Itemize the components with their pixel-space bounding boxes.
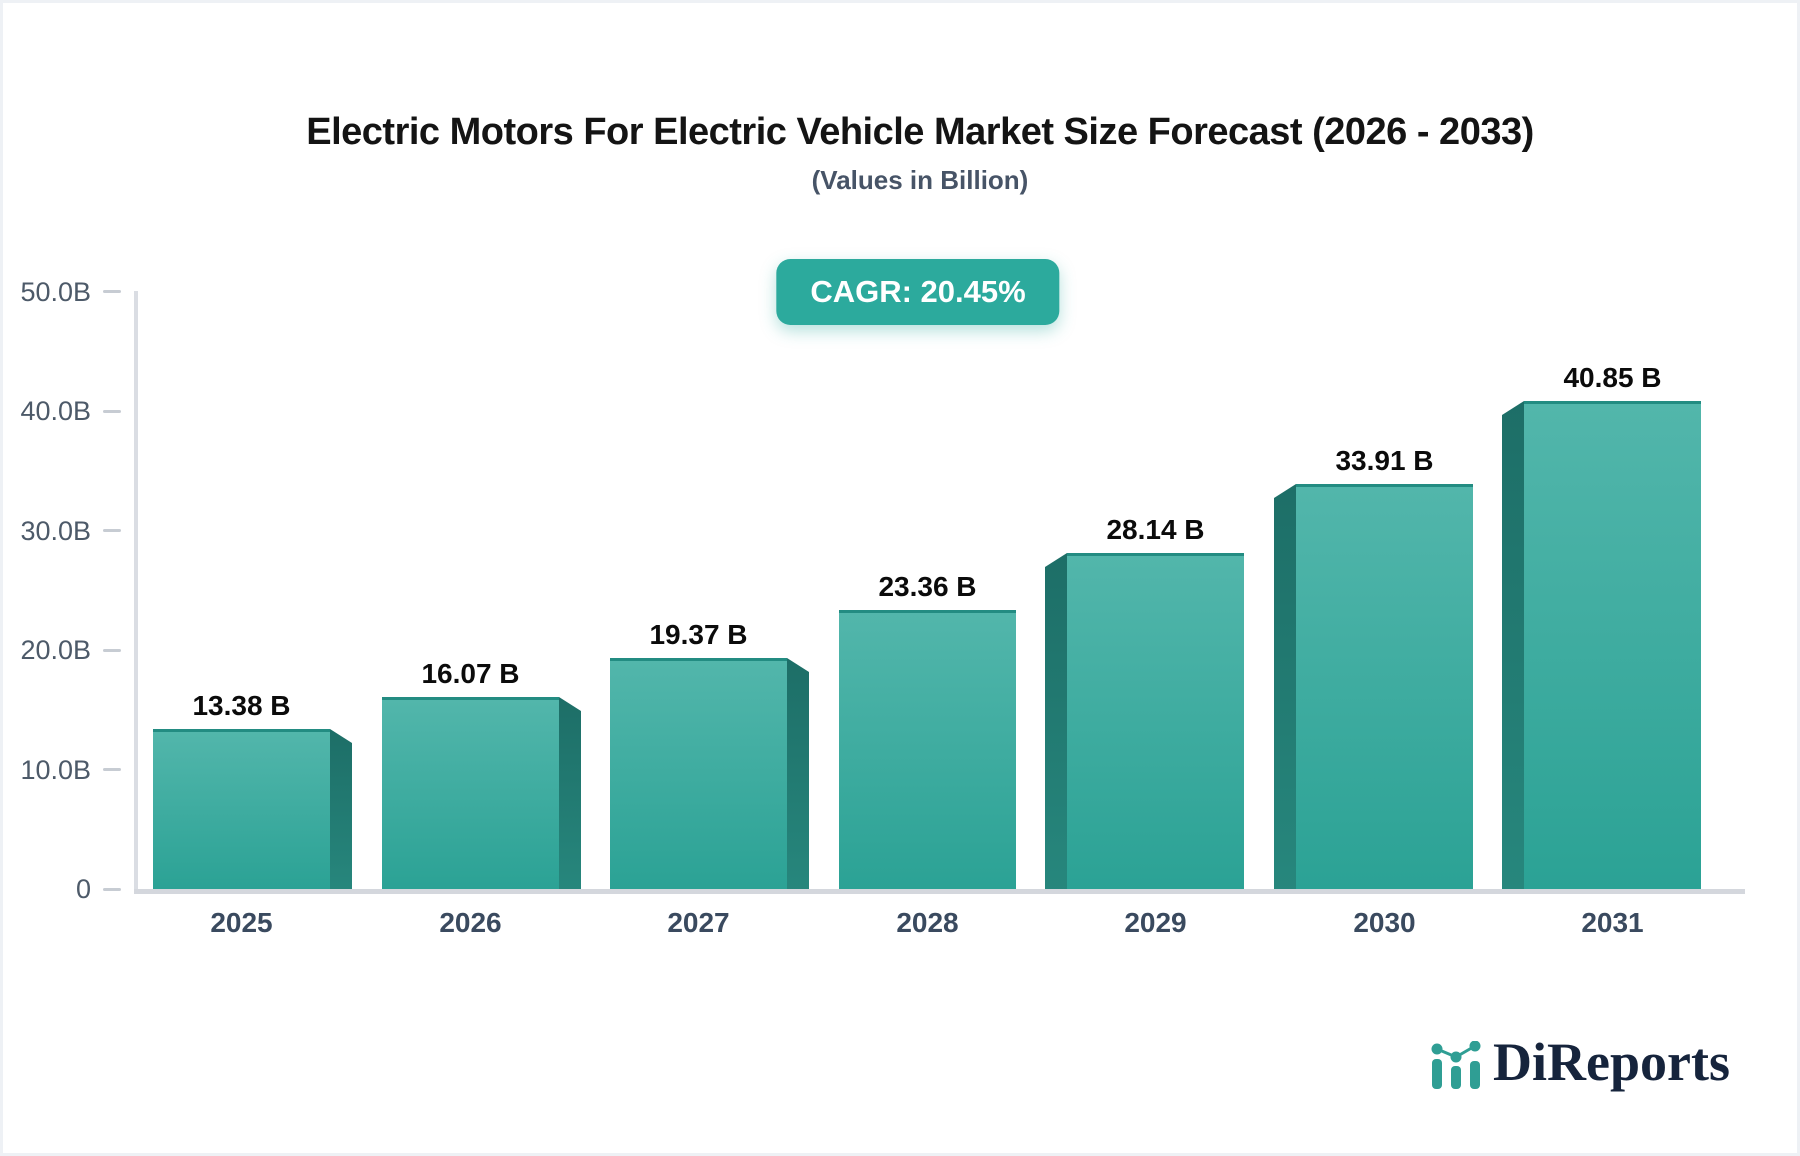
chart-card: Electric Motors For Electric Vehicle Mar… <box>3 3 1797 1153</box>
x-tick-label-2029: 2029 <box>1124 907 1187 938</box>
chart-title: Electric Motors For Electric Vehicle Mar… <box>306 111 1534 153</box>
bar-2028[interactable] <box>839 610 1016 889</box>
bar-2026[interactable] <box>382 697 559 889</box>
bar-2025-side-face <box>330 729 352 893</box>
x-tick-label-2028: 2028 <box>896 907 959 938</box>
bar-value-label-2030: 33.91 B <box>1335 445 1434 476</box>
cagr-badge-label: CAGR: 20.45% <box>810 274 1026 309</box>
x-axis-line <box>134 889 1745 894</box>
bar-2029[interactable] <box>1067 553 1244 889</box>
bar-2030[interactable] <box>1296 484 1473 889</box>
y-tick-label: 0 <box>75 874 91 904</box>
y-tick-dash <box>103 529 121 532</box>
bar-value-label-2025: 13.38 B <box>192 690 291 721</box>
bar-2031[interactable] <box>1524 401 1701 889</box>
bar-2027-side-face <box>787 658 809 893</box>
y-tick-dash <box>103 887 121 891</box>
cagr-badge: CAGR: 20.45% <box>776 259 1060 325</box>
bar-value-label-2027: 19.37 B <box>649 619 748 650</box>
plot-area: 0 10.0B 20.0B 30.0B 40.0B 50.0B 13.38 B 2025 16.… <box>3 3 1797 1153</box>
bar-2027[interactable] <box>610 658 787 889</box>
chart-subtitle: (Values in Billion) <box>811 165 1029 195</box>
x-tick-label-2025: 2025 <box>210 907 273 938</box>
y-tick-dash <box>103 648 121 652</box>
y-tick-dash <box>103 409 121 413</box>
bar-2030-side-face <box>1274 484 1296 893</box>
y-axis-line <box>134 291 138 889</box>
x-tick-label-2026: 2026 <box>439 907 502 938</box>
y-tick-label: 40.0B <box>20 396 91 426</box>
y-tick-label: 30.0B <box>20 515 91 546</box>
bar-2029-side-face <box>1045 553 1067 893</box>
bar-value-label-2031: 40.85 B <box>1563 362 1662 393</box>
y-tick-label: 50.0B <box>20 276 91 307</box>
direports-logo: DiReports <box>1431 1035 1730 1089</box>
direports-logo-icon <box>1431 1041 1481 1089</box>
x-tick-label-2031: 2031 <box>1581 907 1644 938</box>
x-tick-label-2030: 2030 <box>1353 907 1416 938</box>
x-tick-label-2027: 2027 <box>667 907 730 938</box>
bar-value-label-2028: 23.36 B <box>878 571 977 602</box>
bar-value-label-2026: 16.07 B <box>421 658 520 689</box>
bar-2031-side-face <box>1502 401 1524 893</box>
y-tick-label: 10.0B <box>20 754 91 785</box>
direports-logo-text: DiReports <box>1493 1032 1730 1092</box>
y-tick-dash <box>103 768 121 771</box>
bar-value-label-2029: 28.14 B <box>1106 514 1205 545</box>
y-tick-label: 20.0B <box>20 635 91 665</box>
bar-2025[interactable] <box>153 729 330 889</box>
bar-2026-side-face <box>559 697 581 893</box>
y-tick-dash <box>103 290 121 293</box>
